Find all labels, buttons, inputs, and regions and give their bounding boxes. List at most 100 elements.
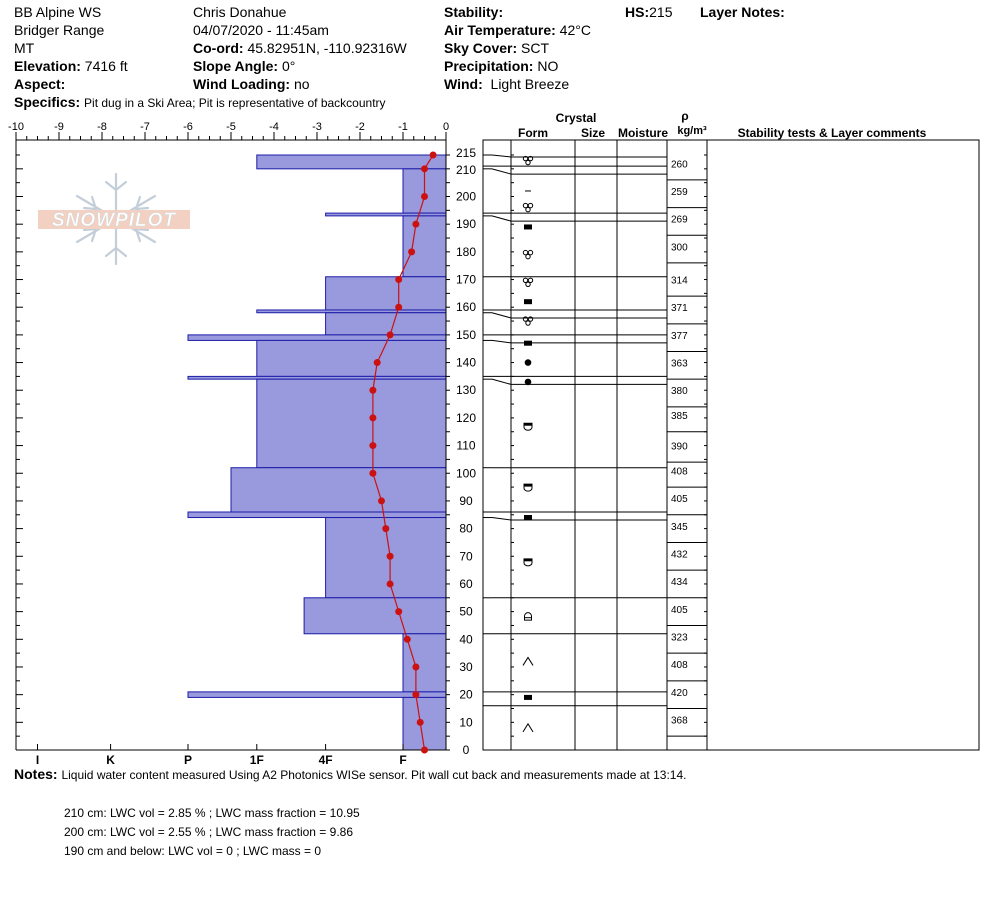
temperature-point: [378, 497, 385, 505]
crystal-form-if-icon: [524, 299, 532, 305]
wind: Wind: Light Breeze: [444, 76, 569, 92]
sky-cover: Sky Cover: SCT: [444, 40, 549, 56]
crystal-form-dh-icon: [522, 722, 534, 733]
height-tick-label: 110: [456, 439, 475, 453]
state: MT: [14, 40, 35, 56]
crystal-bar: [524, 515, 532, 521]
precip-label: Precipitation:: [444, 58, 534, 74]
density-value: 259: [671, 187, 688, 198]
density-value: 405: [671, 494, 688, 505]
air-temperature: Air Temperature: 42°C: [444, 22, 591, 38]
hardness-tick-label: I: [36, 753, 39, 767]
specifics-value: Pit dug in a Ski Area; Pit is representa…: [84, 96, 386, 110]
height-tick-label: 120: [456, 411, 476, 425]
moisture-header: Moisture: [618, 126, 668, 140]
hardness-bar: [402, 696, 447, 751]
hs-label: HS:: [625, 4, 650, 20]
crystal-form-pp-icon: [524, 378, 532, 386]
hardness-bar: [230, 467, 447, 513]
crystal-fill: [524, 558, 532, 562]
height-tick-label: 30: [459, 660, 473, 674]
crystal-form-mfcr-icon: [522, 202, 534, 213]
hardness-tick-label: 4F: [319, 753, 333, 767]
temperature-point: [416, 718, 424, 726]
wind-value: Light Breeze: [490, 76, 570, 92]
stability-tests-header: Stability tests & Layer comments: [738, 126, 927, 140]
density-value: 408: [671, 660, 688, 671]
layer-connector: [491, 154, 512, 158]
density-value: 371: [671, 303, 688, 314]
crystal-circle: [527, 155, 534, 162]
crystal-bar: [524, 224, 532, 230]
temperature-point: [386, 552, 394, 560]
observer: Chris Donahue: [193, 4, 287, 20]
top-axis-tick-label: -1: [398, 121, 408, 133]
crystal-form-if-icon: [524, 515, 532, 521]
elevation-label: Elevation:: [14, 58, 81, 74]
crystal-header: Crystal: [556, 111, 597, 125]
snowpilot-logo: SNOWPILOT: [38, 172, 190, 266]
slope-value: 0°: [281, 58, 296, 74]
top-axis-tick-label: -4: [269, 121, 279, 133]
density-value: 300: [671, 242, 688, 253]
density-value: 377: [671, 331, 688, 342]
temperature-point: [421, 193, 428, 201]
crystal-shape: [524, 612, 532, 621]
notes: Notes: Liquid water content measured Usi…: [14, 766, 686, 783]
precipitation: Precipitation: NO: [444, 58, 558, 74]
temperature-point: [382, 525, 390, 533]
temperature-point: [369, 442, 377, 450]
height-tick-label: 180: [456, 245, 476, 259]
top-axis-tick-label: -3: [312, 121, 322, 133]
crystal-form-if-icon: [524, 224, 532, 230]
density-value: 420: [671, 688, 688, 699]
crystal-circle: [522, 316, 529, 322]
crystal-circle: [525, 253, 531, 260]
temperature-point: [421, 165, 428, 173]
layer-connector: [491, 339, 512, 344]
precip-value: NO: [537, 58, 559, 74]
slope-label: Slope Angle:: [193, 58, 279, 74]
top-axis-tick-label: -7: [140, 121, 150, 133]
density-value: 314: [671, 276, 688, 287]
crystal-dot: [524, 378, 532, 386]
height-tick-label: 190: [456, 217, 476, 231]
top-axis-tick-label: 0: [443, 121, 449, 133]
snow-height: HS:215: [625, 4, 672, 20]
crystal-form-pp-icon: [524, 359, 532, 366]
sky-label: Sky Cover:: [444, 40, 518, 56]
temperature-point: [421, 746, 428, 754]
density-value: 368: [671, 716, 688, 727]
crystal-shape: [523, 558, 533, 567]
density-value: 434: [671, 577, 688, 588]
layer-connector: [491, 215, 512, 222]
temperature-point: [369, 386, 377, 394]
temperature-point: [412, 220, 420, 228]
hardness-bar: [402, 215, 447, 278]
height-tick-label: 50: [459, 605, 473, 619]
crystal-circle: [522, 202, 529, 209]
specifics-label: Specifics:: [14, 94, 81, 110]
coord-label: Co-ord:: [193, 40, 244, 56]
hardness-bar: [402, 633, 447, 693]
density-value: 260: [671, 159, 688, 170]
height-tick-label: 80: [459, 522, 473, 536]
logo-band: [38, 210, 190, 229]
top-axis-tick-label: -8: [97, 121, 107, 133]
layer-connector: [491, 168, 512, 175]
hardness-bar: [187, 691, 447, 698]
notes-line-2: 200 cm: LWC vol = 2.55 % ; LWC mass frac…: [64, 825, 354, 839]
hardness-tick-label: P: [184, 753, 192, 767]
crystal-circle: [522, 155, 529, 162]
height-tick-label: 215: [456, 146, 476, 160]
wind-label: Wind:: [444, 76, 483, 92]
density-value: 345: [671, 522, 688, 533]
hardness-bar: [256, 378, 447, 469]
crystal-form-if-icon: [524, 694, 532, 700]
crystal-form-fcxr-icon: [523, 558, 533, 567]
top-axis-tick-label: -9: [54, 121, 64, 133]
temperature-point: [395, 608, 403, 616]
height-tick-label: 140: [456, 356, 476, 370]
density-unit: kg/m³: [677, 125, 707, 137]
layer-table: 260 259 269 300 314 371 377 363 380 385 390 408 405 3…: [482, 139, 980, 751]
